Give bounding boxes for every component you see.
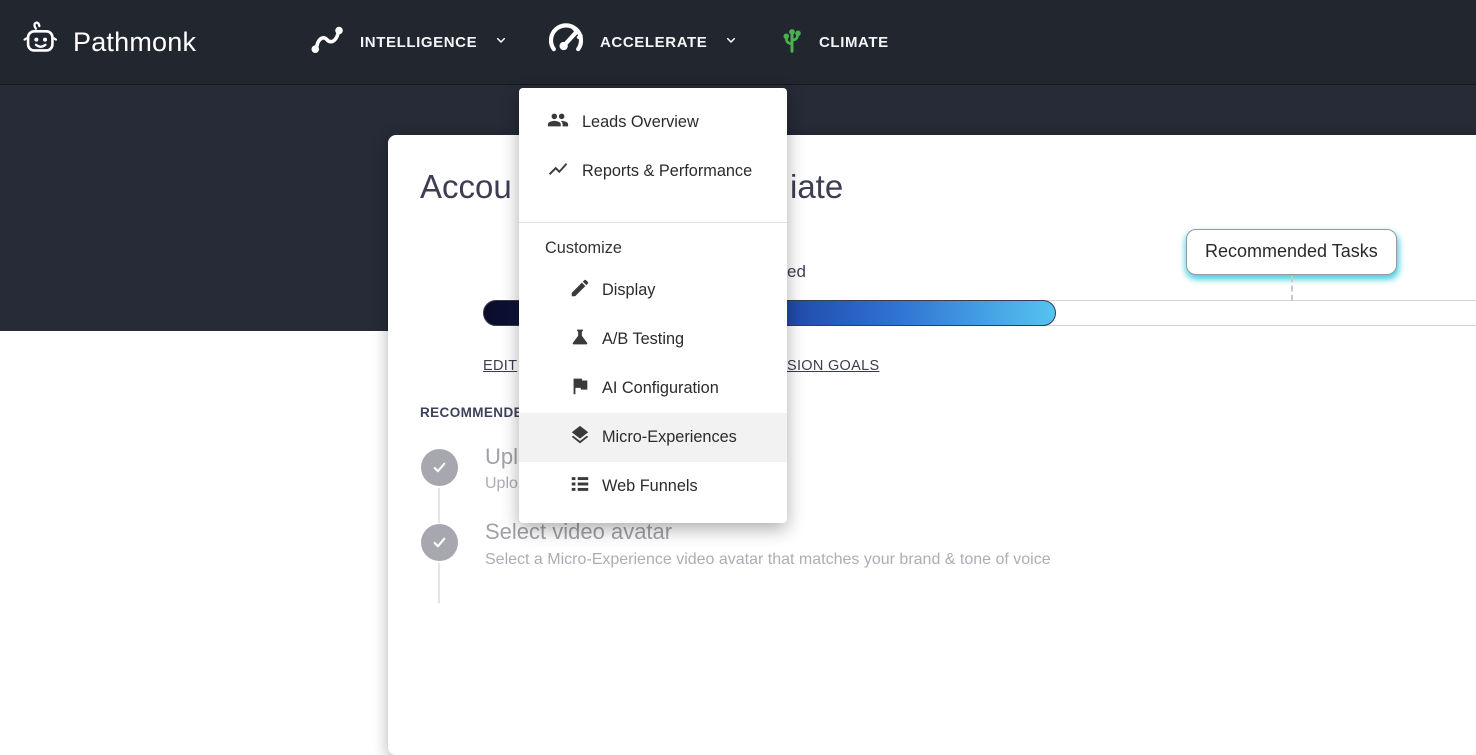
menu-item-label: Reports & Performance <box>582 162 753 180</box>
menu-item-ab-testing[interactable]: A/B Testing <box>519 315 787 364</box>
trend-chart-icon <box>547 158 569 185</box>
nav-item-label: INTELLIGENCE <box>360 33 478 51</box>
menu-section-label: Customize <box>545 239 622 257</box>
menu-item-label: Micro-Experiences <box>602 428 737 446</box>
menu-item-leads-overview[interactable]: Leads Overview <box>519 98 787 147</box>
recommended-tasks-tooltip: Recommended Tasks <box>1186 229 1397 275</box>
task-complete-check-icon <box>421 449 458 486</box>
task-connector-line <box>438 563 440 603</box>
task-title: Select video avatar <box>485 519 673 544</box>
recommended-section-label: RECOMMENDED <box>420 405 534 420</box>
menu-item-reports-performance[interactable]: Reports & Performance <box>519 147 787 196</box>
tooltip-pointer-line <box>1291 276 1293 301</box>
menu-item-web-funnels[interactable]: Web Funnels <box>519 462 787 511</box>
plant-icon <box>777 22 807 62</box>
gauge-icon <box>544 20 588 64</box>
nav-item-intelligence[interactable]: INTELLIGENCE <box>306 0 509 84</box>
journey-path-icon <box>306 21 348 63</box>
pencil-icon <box>569 277 591 304</box>
accelerate-dropdown-menu: Leads Overview Reports & Performance Cus… <box>519 88 787 523</box>
pathmonk-logo-icon <box>22 20 62 65</box>
nav-item-label: CLIMATE <box>819 33 889 51</box>
menu-item-micro-experiences[interactable]: Micro-Experiences <box>519 413 787 462</box>
nav-item-climate[interactable]: CLIMATE <box>777 0 889 84</box>
flask-icon <box>569 326 591 353</box>
menu-item-label: AI Configuration <box>602 379 719 397</box>
menu-item-label: Leads Overview <box>582 113 699 131</box>
top-navbar: Pathmonk INTELLIGENCE ACCELERATE <box>0 0 1476 85</box>
nav-item-label: ACCELERATE <box>600 33 708 51</box>
task-subtitle: Select a Micro-Experience video avatar t… <box>485 551 1051 568</box>
page-title-fragment-right: iate <box>790 168 844 205</box>
task-subtitle: Uplo <box>485 475 518 492</box>
task-complete-check-icon <box>421 524 458 561</box>
task-connector-line <box>438 488 440 523</box>
menu-item-label: Web Funnels <box>602 477 698 495</box>
task-title: Upl <box>485 444 519 469</box>
menu-item-label: A/B Testing <box>602 330 685 348</box>
chevron-down-icon <box>723 32 739 52</box>
people-icon <box>547 109 569 136</box>
brand-home-link[interactable]: Pathmonk <box>22 0 196 84</box>
edit-link-fragment[interactable]: EDIT <box>483 358 518 374</box>
flag-icon <box>569 375 591 402</box>
conversion-goals-link-fragment[interactable]: SION GOALS <box>787 358 880 374</box>
menu-item-display[interactable]: Display <box>519 266 787 315</box>
brand-name: Pathmonk <box>73 26 197 57</box>
menu-item-ai-configuration[interactable]: AI Configuration <box>519 364 787 413</box>
nav-item-accelerate[interactable]: ACCELERATE <box>544 0 739 84</box>
page-title-fragment-left: Accou <box>420 168 512 205</box>
chevron-down-icon <box>493 32 509 52</box>
menu-item-label: Display <box>602 281 656 299</box>
list-icon <box>569 473 591 500</box>
layers-icon <box>569 424 591 451</box>
menu-divider <box>519 222 787 223</box>
progress-caption-fragment: ed <box>787 262 806 281</box>
